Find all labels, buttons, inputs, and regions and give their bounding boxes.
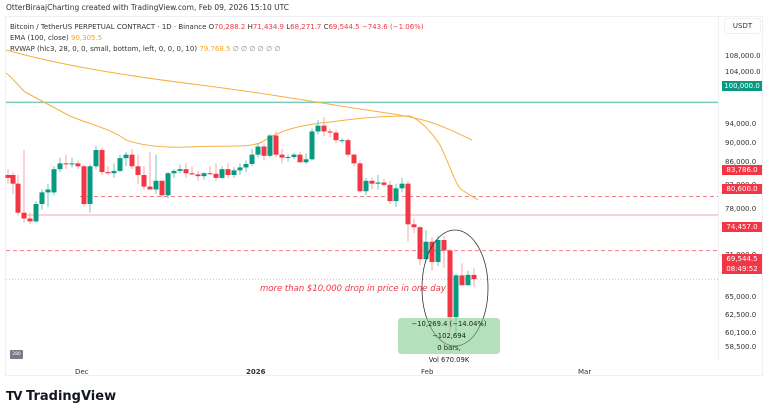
- price-label: 94,000.0: [725, 120, 757, 128]
- ema-value: 90,305.5: [71, 34, 103, 42]
- chart-credit: OtterBiraajCharting created with Trading…: [6, 3, 290, 12]
- time-label: Dec: [75, 368, 89, 376]
- ema-row[interactable]: EMA (100, close) 90,305.5: [10, 34, 103, 42]
- chart-legend: Bitcoin / TetherUS PERPETUAL CONTRACT · …: [10, 22, 424, 55]
- annotation-text[interactable]: more than $10,000 drop in price in one d…: [260, 284, 446, 294]
- chart-frame: [5, 16, 763, 376]
- price-label: 104,000.0: [725, 68, 761, 76]
- price-tag: 80,600.0: [722, 184, 762, 194]
- close-value: 69,544.5: [328, 23, 360, 31]
- symbol-title: Bitcoin / TetherUS PERPETUAL CONTRACT · …: [10, 23, 207, 31]
- measure-tooltip: −10,269.4 (−14.04%) −102,694 0 bars, Vol…: [398, 318, 500, 364]
- rvwap-value: 79,768.5: [199, 45, 231, 53]
- scale-badge[interactable]: 280: [10, 350, 23, 359]
- currency-button[interactable]: USDT: [724, 18, 761, 34]
- price-tag: 69,544.5: [722, 254, 762, 264]
- time-label: Feb: [421, 368, 434, 376]
- open-value: 70,288.2: [214, 23, 246, 31]
- low-value: 68,271.7: [290, 23, 322, 31]
- price-label: 90,000.0: [725, 139, 757, 147]
- tradingview-logo-icon: TV: [6, 389, 23, 403]
- tradingview-logo: TV TradingView: [6, 389, 117, 404]
- price-label: 108,000.0: [725, 52, 761, 60]
- price-tag: 08:49:52: [722, 264, 762, 274]
- price-tag: 100,000.0: [722, 81, 762, 91]
- price-label: 58,500.0: [725, 343, 757, 351]
- high-value: 71,434.9: [252, 23, 285, 31]
- price-label: 62,500.0: [725, 311, 757, 319]
- time-label: Mar: [578, 368, 592, 376]
- price-tag: 83,786.0: [722, 165, 762, 175]
- price-label: 78,000.0: [725, 205, 757, 213]
- price-tag: 74,457.0: [722, 222, 762, 232]
- time-label: 2026: [246, 368, 266, 376]
- price-label: 86,000.0: [725, 158, 757, 166]
- change-value: −743.6 (−1.06%): [361, 23, 424, 31]
- rvwap-row[interactable]: RVWAP (hlc3, 28, 0, 0, small, bottom, le…: [10, 45, 281, 53]
- symbol-row[interactable]: Bitcoin / TetherUS PERPETUAL CONTRACT · …: [10, 23, 424, 31]
- price-label: 65,000.0: [725, 293, 757, 301]
- price-label: 60,100.0: [725, 329, 757, 337]
- price-axis-divider: [718, 16, 719, 360]
